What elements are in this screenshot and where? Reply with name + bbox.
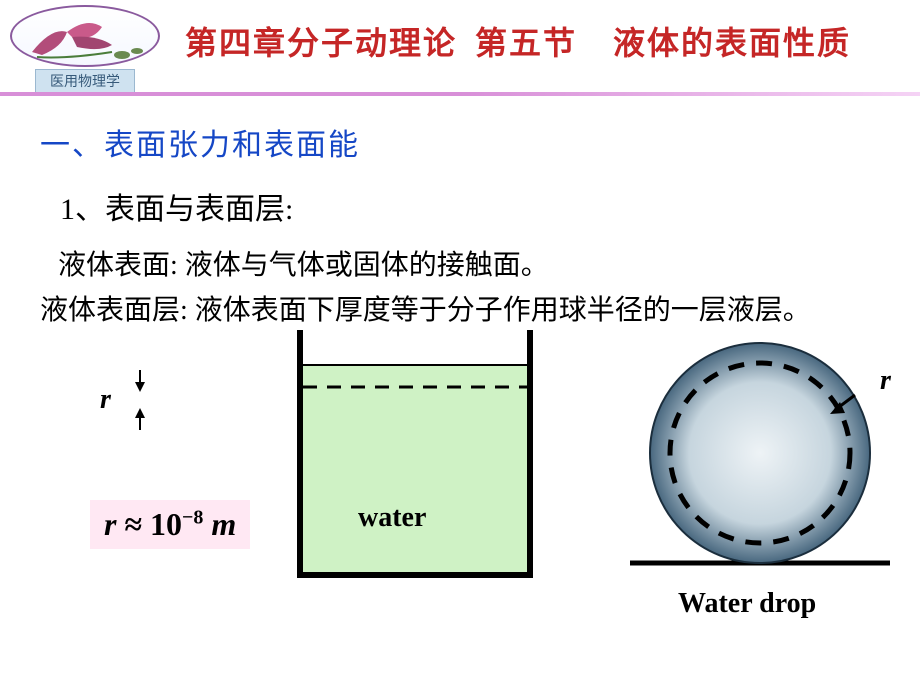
topic-title: 液体的表面性质 (613, 18, 851, 64)
water-drop-diagram (630, 335, 890, 585)
definition-2-label: 液体表面层: (40, 295, 188, 326)
slide-title: 第四章分子动理论 第五节 液体的表面性质 (185, 18, 851, 64)
water-drop-label: Water drop (678, 588, 816, 620)
flower-icon (12, 7, 160, 67)
logo-caption: 医用物理学 (35, 69, 135, 93)
formula-unit: m (203, 506, 236, 542)
section-heading: 一、表面张力和表面能 (40, 120, 890, 164)
definition-1: 液体表面: 液体与气体或固体的接触面。 (40, 246, 890, 287)
logo: 医用物理学 (10, 5, 170, 95)
thickness-indicator: r (100, 370, 160, 430)
water-label: water (358, 502, 426, 534)
title-underline (0, 92, 920, 96)
diagram-area: r r ≈ 10−8 m wa (40, 340, 920, 640)
sub-heading: 1、表面与表面层: (60, 184, 890, 228)
formula-approx: ≈ 10 (116, 506, 182, 542)
water-container-diagram (285, 325, 545, 585)
thickness-arrows-icon (100, 370, 170, 440)
definition-2-text: 液体表面下厚度等于分子作用球半径的一层液层。 (188, 295, 811, 326)
formula-exp: −8 (182, 506, 203, 528)
definition-1-text: 液体与气体或固体的接触面。 (178, 250, 549, 281)
drop-r-symbol: r (880, 365, 891, 397)
slide-header: 医用物理学 第四章分子动理论 第五节 液体的表面性质 (0, 0, 920, 95)
logo-oval (10, 5, 160, 67)
chapter-title: 第四章分子动理论 (185, 18, 457, 64)
definition-1-label: 液体表面: (58, 250, 178, 281)
slide-content: 一、表面张力和表面能 1、表面与表面层: 液体表面: 液体与气体或固体的接触面。… (40, 120, 890, 335)
formula-r: r (104, 506, 116, 542)
section-number: 第五节 (475, 18, 577, 64)
formula: r ≈ 10−8 m (90, 500, 250, 549)
